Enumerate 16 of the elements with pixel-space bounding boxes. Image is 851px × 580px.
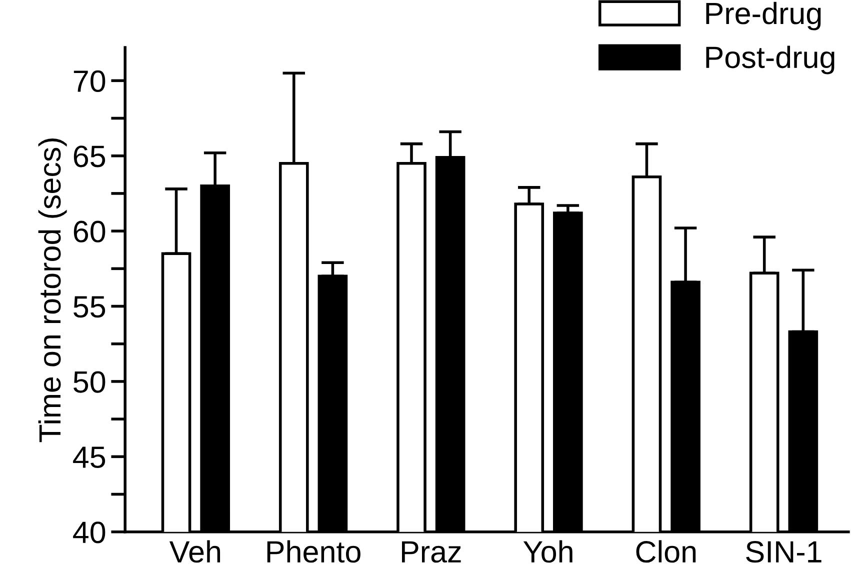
y-tick-label: 60 xyxy=(74,220,106,242)
y-tick-label: 40 xyxy=(73,522,106,544)
x-tick-label: Yoh xyxy=(523,540,572,563)
y-tick-label: 45 xyxy=(73,446,106,468)
legend-label: Post-drug xyxy=(706,46,834,74)
y-axis-title: Time on rotorod (secs) xyxy=(38,138,67,442)
y-tick-label: 70 xyxy=(74,70,106,92)
y-tick-label: 50 xyxy=(74,371,106,393)
y-tick-label: 65 xyxy=(74,146,106,168)
x-tick-label: SIN-1 xyxy=(746,541,822,563)
x-tick-label: Praz xyxy=(402,541,461,563)
legend-label: Pre-drug xyxy=(706,2,821,30)
x-tick-label: Phento xyxy=(267,540,360,563)
x-tick-label: Veh xyxy=(169,540,220,563)
x-tick-label: Clon xyxy=(636,540,696,563)
y-tick-label: 55 xyxy=(74,296,106,318)
